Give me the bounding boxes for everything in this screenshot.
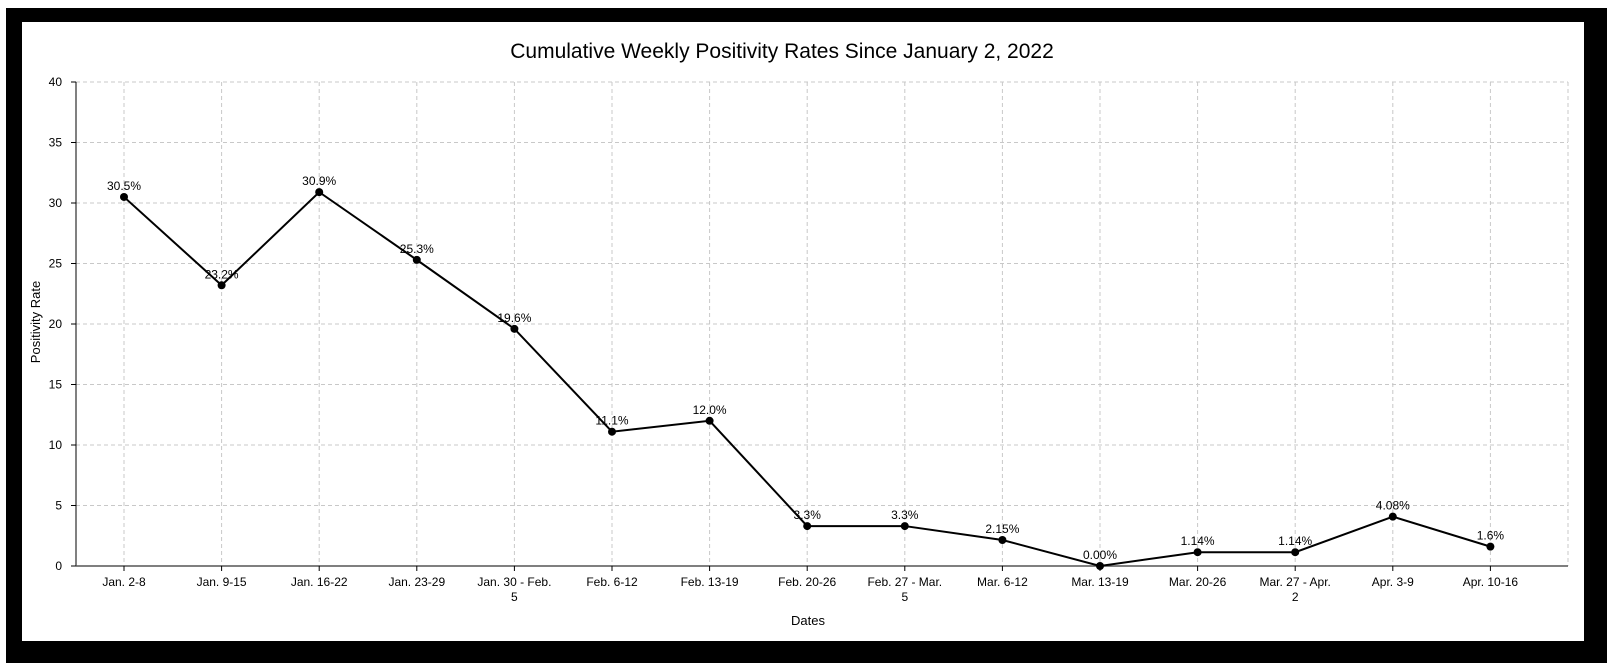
y-tick-label: 15 <box>49 378 63 392</box>
y-tick-label: 30 <box>49 196 63 210</box>
data-point <box>120 192 128 201</box>
data-label: 23.2% <box>205 267 239 281</box>
data-point <box>412 255 421 264</box>
data-point <box>1291 548 1300 557</box>
data-point <box>705 416 714 425</box>
x-tick-label: Mar. 27 - Apr. 2 <box>1260 575 1331 604</box>
data-label: 1.14% <box>1181 534 1215 548</box>
y-tick-label: 10 <box>49 438 63 452</box>
x-tick-label: Jan. 9-15 <box>197 575 247 589</box>
data-labels: 30.5% 23.2% 30.9% 25.3% 19.6% 11.1% 12.0% 3.3% 3… <box>107 174 1504 562</box>
x-tick-label: Jan. 16-22 <box>291 575 348 589</box>
data-point <box>217 281 226 290</box>
data-label: 1.6% <box>1477 529 1505 543</box>
x-tick-label: Feb. 27 - Mar. 5 <box>867 575 942 604</box>
y-axis-ticks: 0 5 10 15 20 25 30 35 40 <box>49 75 76 573</box>
chart-panel: Cumulative Weekly Positivity Rates Since… <box>22 22 1584 641</box>
data-point <box>608 427 616 436</box>
chart-title: Cumulative Weekly Positivity Rates Since… <box>510 40 1054 63</box>
y-axis-title: Positivity Rate <box>28 281 43 363</box>
data-label: 3.3% <box>794 508 822 522</box>
line-chart: Cumulative Weekly Positivity Rates Since… <box>28 40 1569 628</box>
data-label: 19.6% <box>497 311 531 325</box>
data-label: 30.9% <box>302 174 336 188</box>
x-tick-label: Apr. 3-9 <box>1372 575 1414 589</box>
data-label: 30.5% <box>107 179 141 193</box>
data-label: 11.1% <box>595 414 628 428</box>
x-tick-label: Mar. 6-12 <box>977 575 1028 589</box>
data-point <box>1096 562 1104 570</box>
data-point <box>1388 512 1397 521</box>
x-tick-label: Feb. 13-19 <box>681 575 739 589</box>
data-label: 0.00% <box>1083 548 1117 562</box>
x-tick-label: Jan. 2-8 <box>102 575 146 589</box>
data-label: 4.08% <box>1376 499 1410 513</box>
series <box>120 188 1495 570</box>
x-tick-label: Mar. 20-26 <box>1169 575 1227 589</box>
x-axis-title: Dates <box>791 613 825 628</box>
data-point <box>998 535 1007 544</box>
y-tick-label: 0 <box>55 559 62 573</box>
x-tick-label: Jan. 30 - Feb. 5 <box>477 575 551 604</box>
x-tick-label: Feb. 20-26 <box>778 575 836 589</box>
y-tick-label: 5 <box>55 499 62 513</box>
data-label: 12.0% <box>693 403 727 417</box>
x-tick-label: Mar. 13-19 <box>1071 575 1129 589</box>
data-label: 1.14% <box>1278 534 1312 548</box>
y-tick-label: 40 <box>49 75 63 89</box>
x-tick-label: Apr. 10-16 <box>1463 575 1519 589</box>
data-point <box>1193 548 1202 557</box>
data-point <box>1486 542 1495 551</box>
chart-frame: Cumulative Weekly Positivity Rates Since… <box>6 8 1607 663</box>
x-axis-ticks: Jan. 2-8 Jan. 9-15 Jan. 16-22 Jan. 23-29 Jan… <box>102 566 1518 604</box>
data-label: 25.3% <box>400 242 434 256</box>
data-point <box>315 188 324 197</box>
grid <box>76 81 1569 567</box>
x-tick-label: Feb. 6-12 <box>586 575 638 589</box>
data-label: 3.3% <box>891 508 919 522</box>
data-point <box>803 522 812 531</box>
y-tick-label: 25 <box>49 257 63 271</box>
x-tick-label: Jan. 23-29 <box>388 575 445 589</box>
data-point <box>510 324 519 333</box>
y-tick-label: 35 <box>49 136 63 150</box>
data-label: 2.15% <box>985 522 1019 536</box>
data-point <box>900 522 909 531</box>
y-tick-label: 20 <box>49 317 63 331</box>
